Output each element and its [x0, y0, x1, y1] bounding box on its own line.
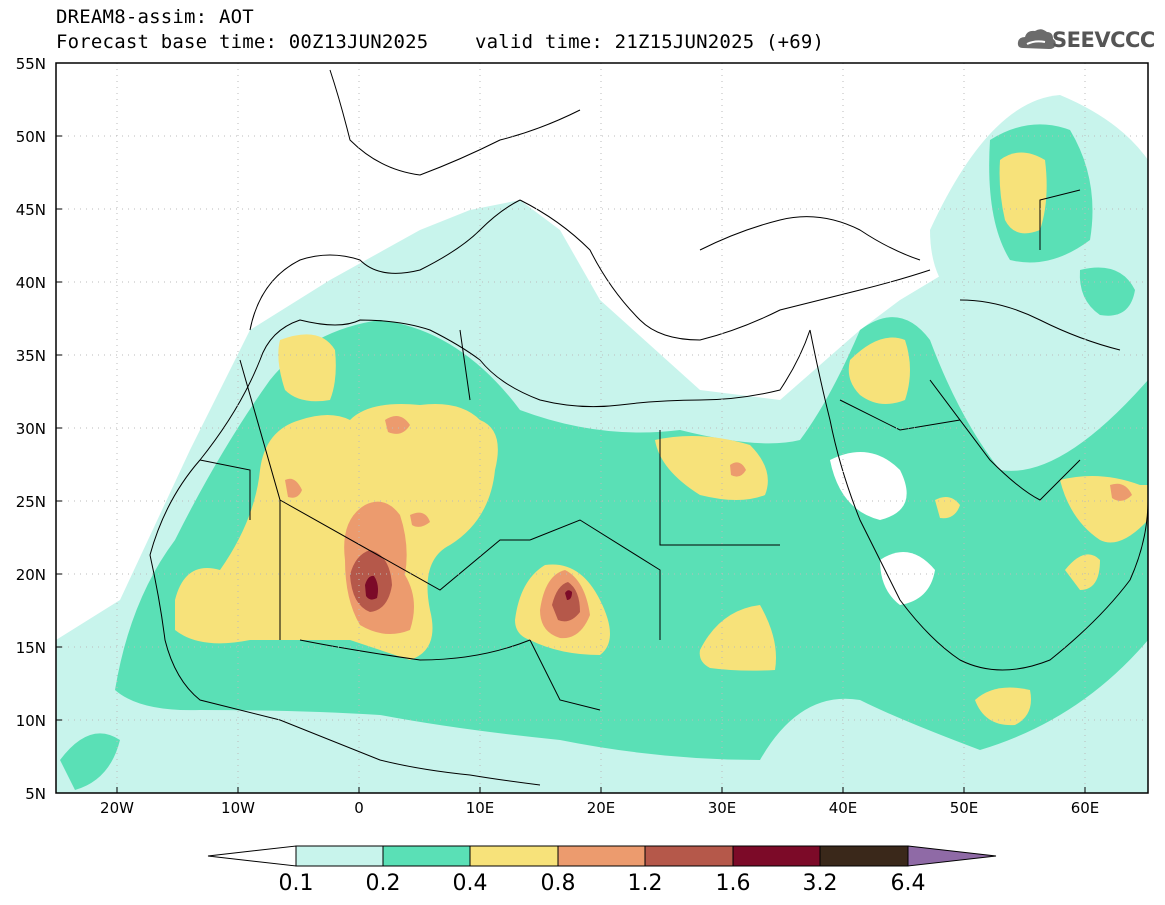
lon-label-20e: 20E — [587, 799, 616, 817]
forecast-times: Forecast base time: 00Z13JUN2025 valid t… — [56, 31, 824, 53]
colorbar-bin-0.8 — [557, 845, 646, 867]
colorbar-bin-1.2 — [644, 845, 734, 867]
lat-label-10n: 10N — [16, 712, 46, 730]
aot-1.6-area — [365, 575, 572, 600]
colorbar-over-arrow — [907, 845, 997, 867]
colorbar-bin-3.2 — [819, 845, 909, 867]
lon-label-40e: 40E — [829, 799, 858, 817]
colorbar-label-0.8: 0.8 — [540, 871, 576, 896]
lat-label-40n: 40N — [16, 274, 46, 292]
lat-label-45n: 45N — [16, 201, 46, 219]
lat-label-5n: 5N — [25, 785, 46, 803]
colorbar-label-0.2: 0.2 — [365, 871, 401, 896]
lon-label-20w: 20W — [100, 799, 134, 817]
colorbar-bin-0.1 — [295, 845, 384, 867]
lat-label-55n: 55N — [16, 55, 46, 73]
seevccc-cloud-logo-icon — [1017, 29, 1056, 49]
lat-label-50n: 50N — [16, 128, 46, 146]
aot-clear-area — [830, 452, 935, 605]
colorbar-bin-1.6 — [732, 845, 821, 867]
lon-label-10w: 10W — [221, 799, 255, 817]
colorbar-label-1.6: 1.6 — [715, 871, 751, 896]
graticule — [56, 63, 1148, 793]
lat-label-35n: 35N — [16, 347, 46, 365]
lon-label-30e: 30E — [708, 799, 737, 817]
axis-ticks — [56, 62, 1086, 793]
colorbar-label-1.2: 1.2 — [627, 871, 663, 896]
colorbar-label-0.4: 0.4 — [452, 871, 488, 896]
lat-label-25n: 25N — [16, 493, 46, 511]
base-time-label: Forecast base time: 00Z13JUN2025 — [56, 31, 429, 53]
colorbar-label-0.1: 0.1 — [278, 871, 314, 896]
colorbar — [207, 845, 997, 867]
lon-label-0: 0 — [354, 799, 364, 817]
valid-time-label: valid time: 21Z15JUN2025 (+69) — [475, 31, 825, 53]
longitude-labels: 20W 10W 0 10E 20E 30E 40E 50E 60E — [100, 799, 1099, 817]
coastlines-and-borders — [149, 69, 1148, 786]
lon-label-10e: 10E — [466, 799, 495, 817]
colorbar-under-arrow — [207, 845, 297, 867]
colorbar-bin-0.4 — [469, 845, 559, 867]
lon-label-60e: 60E — [1071, 799, 1100, 817]
seevccc-logo-text: SEEVCCC — [1052, 28, 1155, 52]
lat-label-30n: 30N — [16, 420, 46, 438]
map-title: DREAM8-assim: AOT — [56, 6, 254, 28]
lon-label-50e: 50E — [950, 799, 979, 817]
latitude-labels: 55N 50N 45N 40N 35N 30N 25N 20N 15N 10N … — [16, 55, 46, 803]
colorbar-bin-0.2 — [382, 845, 471, 867]
lat-label-20n: 20N — [16, 566, 46, 584]
colorbar-label-3.2: 3.2 — [802, 871, 838, 896]
colorbar-label-6.4: 6.4 — [890, 871, 926, 896]
lat-label-15n: 15N — [16, 639, 46, 657]
